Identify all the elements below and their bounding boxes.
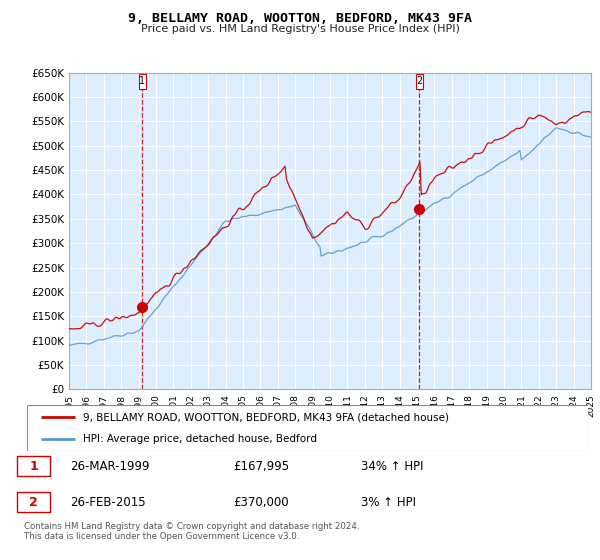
Text: Price paid vs. HM Land Registry's House Price Index (HPI): Price paid vs. HM Land Registry's House …: [140, 24, 460, 34]
FancyBboxPatch shape: [27, 405, 588, 451]
Text: HPI: Average price, detached house, Bedford: HPI: Average price, detached house, Bedf…: [83, 435, 317, 444]
Text: 2: 2: [29, 496, 38, 508]
FancyBboxPatch shape: [416, 74, 422, 89]
Text: £167,995: £167,995: [233, 460, 289, 473]
Text: 34% ↑ HPI: 34% ↑ HPI: [361, 460, 424, 473]
FancyBboxPatch shape: [139, 74, 146, 89]
Text: 1: 1: [29, 460, 38, 473]
Text: 26-MAR-1999: 26-MAR-1999: [70, 460, 150, 473]
Text: 1: 1: [139, 76, 145, 86]
Text: £370,000: £370,000: [233, 496, 289, 508]
Text: 26-FEB-2015: 26-FEB-2015: [70, 496, 146, 508]
Text: Contains HM Land Registry data © Crown copyright and database right 2024.
This d: Contains HM Land Registry data © Crown c…: [24, 522, 359, 542]
FancyBboxPatch shape: [17, 456, 50, 477]
Text: 9, BELLAMY ROAD, WOOTTON, BEDFORD, MK43 9FA: 9, BELLAMY ROAD, WOOTTON, BEDFORD, MK43 …: [128, 12, 472, 25]
Text: 9, BELLAMY ROAD, WOOTTON, BEDFORD, MK43 9FA (detached house): 9, BELLAMY ROAD, WOOTTON, BEDFORD, MK43 …: [83, 412, 449, 422]
Text: 2: 2: [416, 76, 422, 86]
FancyBboxPatch shape: [17, 492, 50, 512]
Text: 3% ↑ HPI: 3% ↑ HPI: [361, 496, 416, 508]
